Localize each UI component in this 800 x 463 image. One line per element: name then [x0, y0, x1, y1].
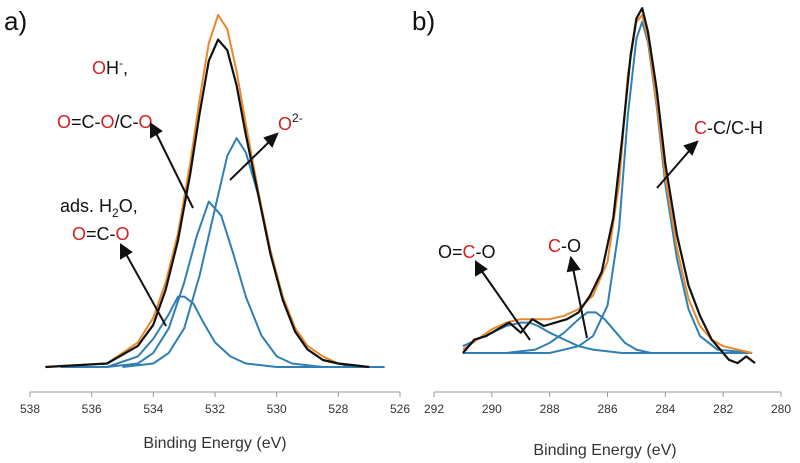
arrow-oco [480, 269, 531, 341]
x-axis-title-a: Binding Energy (eV) [143, 435, 286, 452]
x-tick-label-b-286: 286 [597, 402, 617, 416]
annotation-arrows-a [120, 122, 279, 327]
annotation-arrows-b [475, 140, 699, 341]
x-tick-label-a-526: 526 [390, 402, 410, 416]
panel-label-b: b) [412, 6, 435, 36]
annotation-oco-a: O=C-O [72, 224, 130, 244]
arrow-o2minus [229, 140, 271, 181]
annotation-oco-b: O=C-O [438, 242, 496, 262]
x-ticks-a: 538 536 534 532 530 528 526 [20, 392, 410, 416]
x-tick-label-a-530: 530 [267, 402, 287, 416]
x-axis-title-b: Binding Energy (eV) [533, 442, 676, 459]
series-b-component-1 [477, 20, 753, 354]
series-a-envelope [45, 14, 370, 368]
x-tick-label-a-532: 532 [205, 402, 225, 416]
series-b [462, 7, 756, 365]
x-tick-label-b-288: 288 [540, 402, 560, 416]
x-tick-label-a-534: 534 [143, 402, 163, 416]
x-tick-label-a-538: 538 [20, 402, 40, 416]
series-b-component-3 [462, 321, 753, 354]
annotation-co: C-O [548, 236, 581, 256]
x-tick-label-b-290: 290 [482, 402, 502, 416]
arrow-co [572, 267, 588, 339]
annotation-o2minus: O2- [278, 111, 303, 134]
annotation-oh: OH-, [92, 56, 128, 78]
series-a [45, 14, 385, 369]
annotation-ads-h2o: ads. H2O, [60, 196, 138, 220]
x-tick-label-b-292: 292 [424, 402, 444, 416]
x-tick-label-b-280: 280 [771, 402, 791, 416]
arrowhead-ads-h2o [120, 243, 133, 260]
x-tick-label-a-528: 528 [328, 402, 348, 416]
x-tick-label-b-284: 284 [655, 402, 675, 416]
x-tick-label-a-536: 536 [82, 402, 102, 416]
panel-a: a) 538 536 534 532 530 528 526 Binding Energy … [4, 6, 410, 452]
arrow-ads-h2o [125, 253, 167, 327]
series-a-measured [45, 38, 370, 369]
annotation-cc-ch: C-C/C-H [694, 118, 763, 138]
series-a-component-3 [60, 295, 376, 368]
x-ticks-b: 292 290 288 286 284 282 280 [424, 392, 791, 416]
series-b-measured [462, 7, 756, 365]
arrow-oh [155, 132, 194, 209]
arrowhead-oco [475, 260, 488, 277]
panel-b: b) 292 290 288 286 284 282 280 Binding Energy … [412, 6, 791, 459]
series-a-component-2 [106, 200, 370, 368]
arrow-cc-ch [656, 149, 691, 189]
arrowhead-co [566, 255, 581, 273]
annotation-ococo: O=C-O/C-O [57, 112, 153, 132]
arrowhead-o2minus [263, 132, 279, 148]
arrowhead-cc-ch [683, 140, 699, 156]
arrowhead-oh [150, 122, 163, 139]
panel-label-a: a) [4, 6, 27, 36]
x-tick-label-b-282: 282 [713, 402, 733, 416]
